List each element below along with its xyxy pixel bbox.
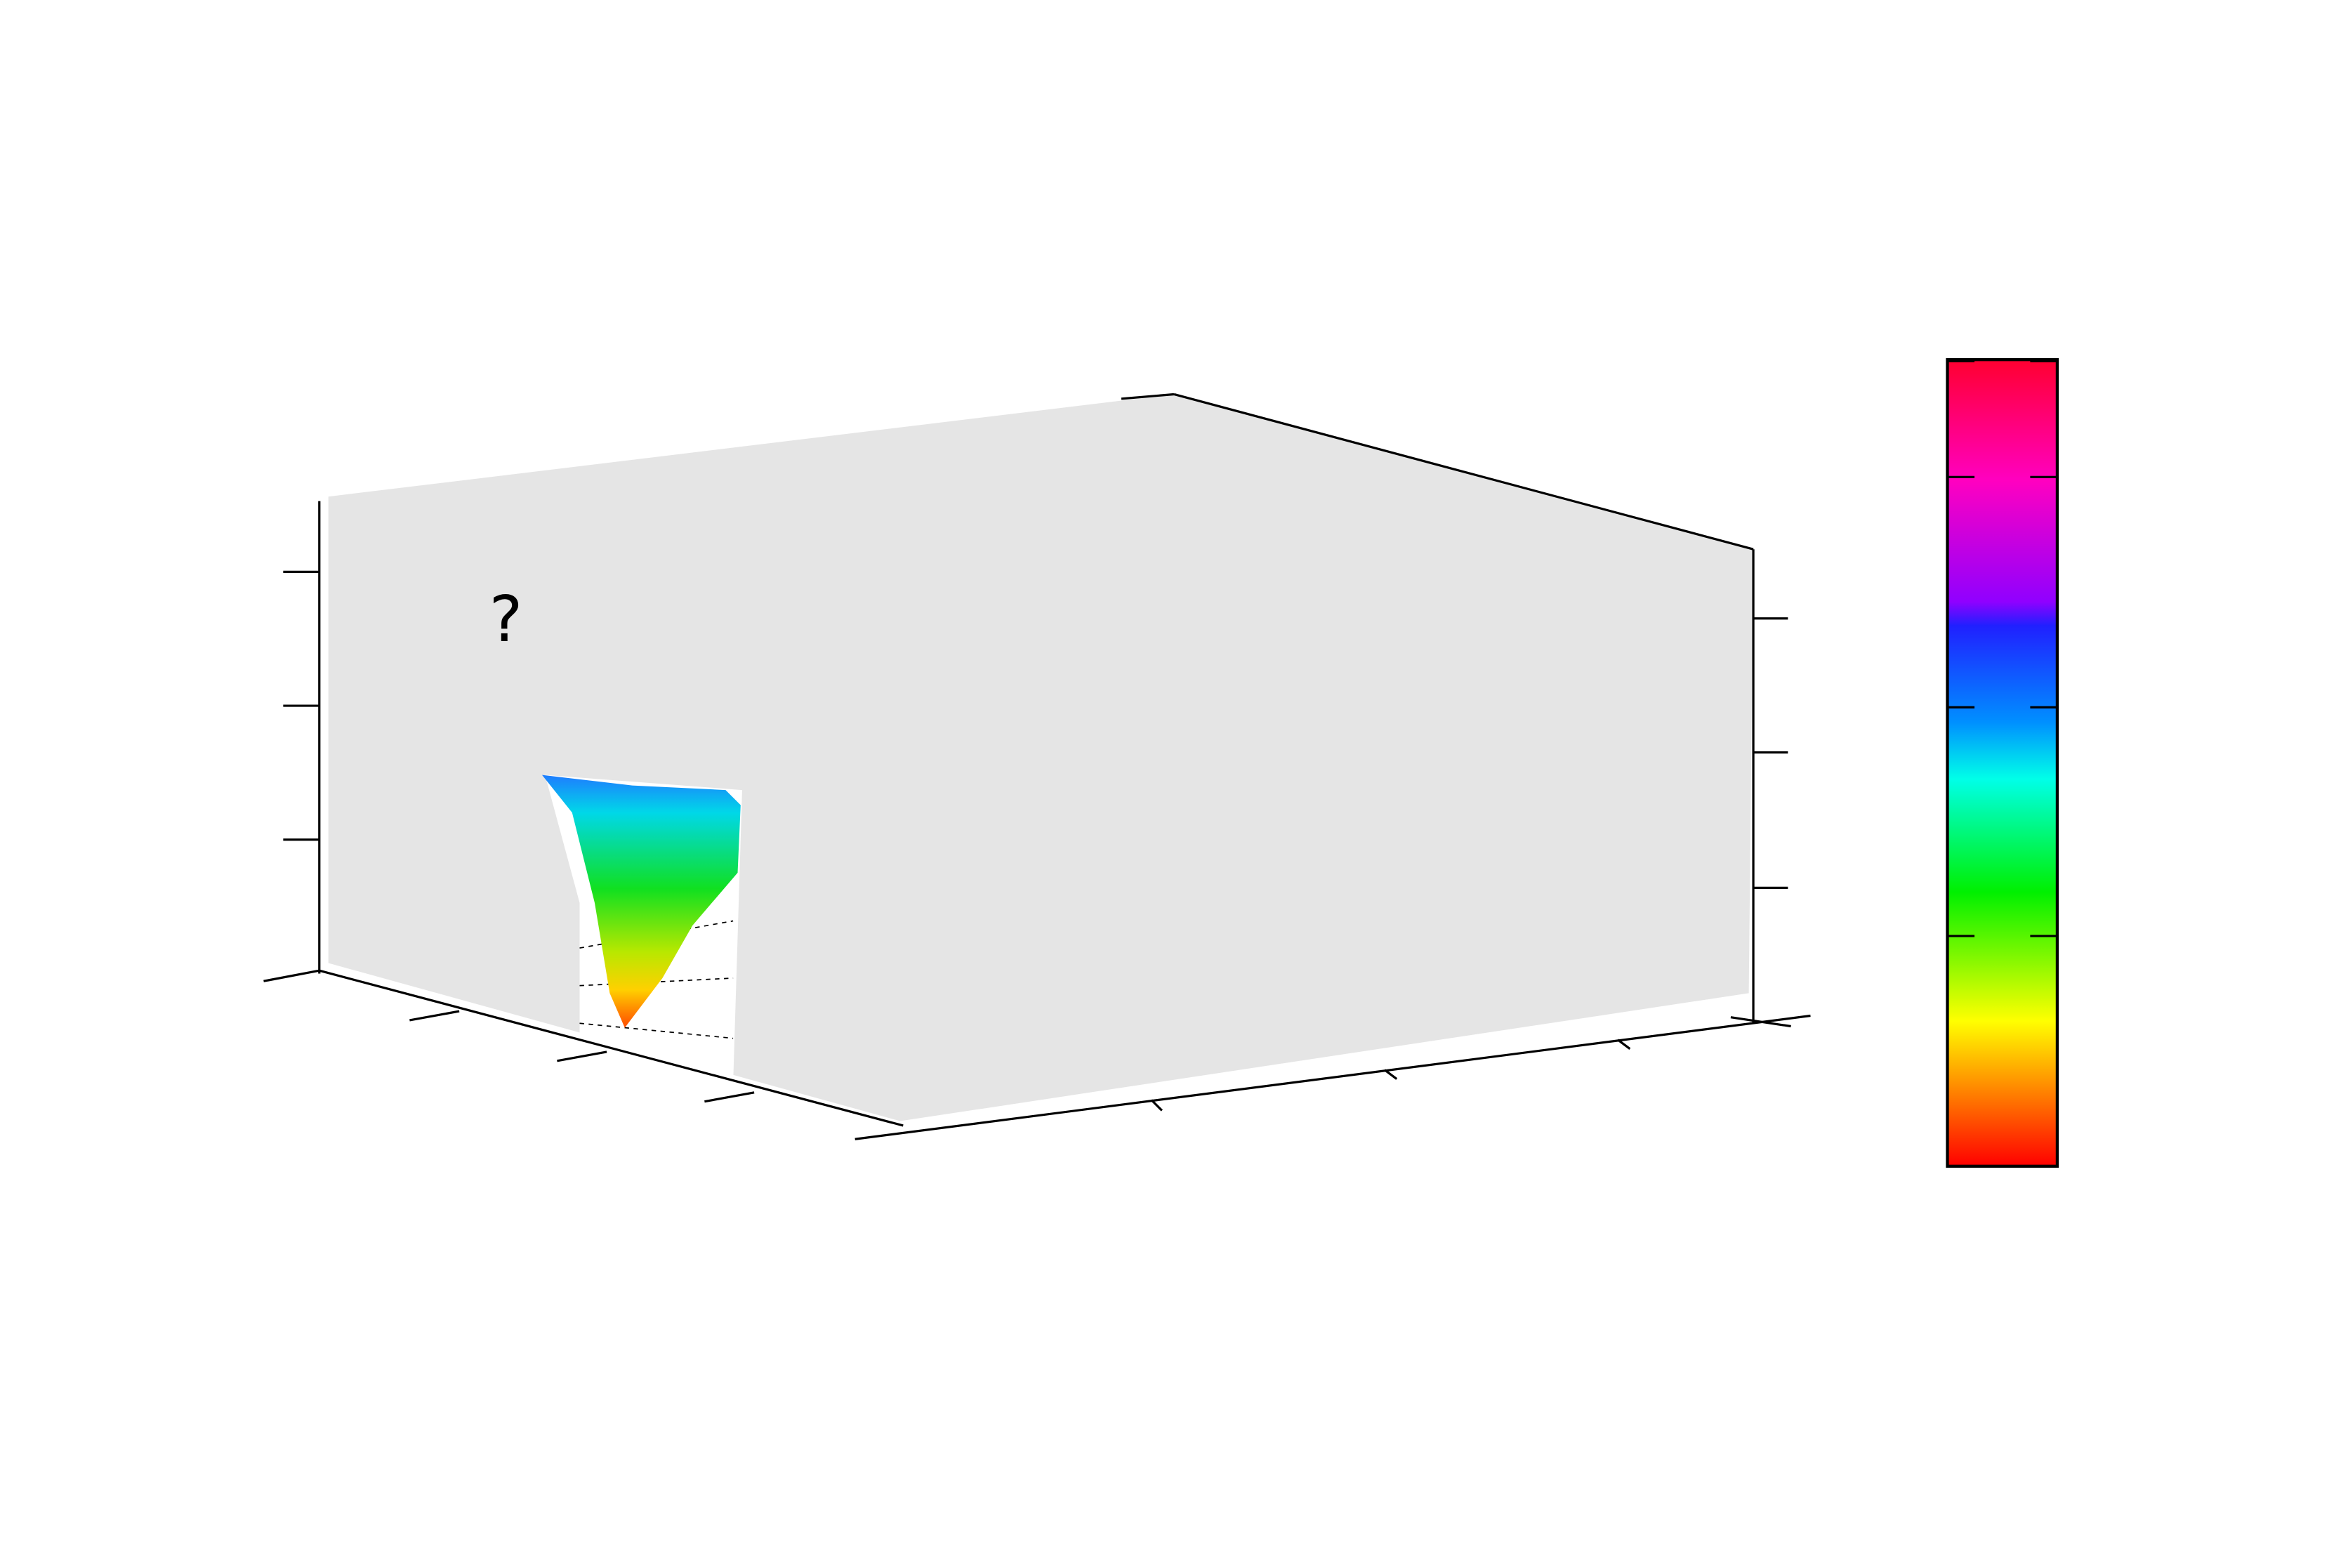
floor-grid xyxy=(579,977,734,987)
colorbar xyxy=(1946,358,2059,1168)
surface xyxy=(541,775,741,1028)
annotation: ? xyxy=(489,583,523,657)
floor-grid xyxy=(579,1022,734,1039)
tick xyxy=(263,969,320,982)
floor-grid xyxy=(579,920,734,949)
y-axis xyxy=(855,1014,1811,1140)
box-edge xyxy=(1121,393,1175,400)
tick xyxy=(557,1050,607,1062)
axes xyxy=(263,393,1811,1140)
x-axis xyxy=(319,969,904,1127)
box-overlay xyxy=(328,394,1754,1121)
plot-area xyxy=(328,394,1754,1121)
box-edge xyxy=(1173,393,1754,551)
tick xyxy=(409,1010,460,1022)
tick xyxy=(1384,1069,1398,1080)
colorbar-scale xyxy=(1946,358,2059,1168)
tick xyxy=(1617,1039,1631,1050)
tick xyxy=(704,1091,755,1103)
tick xyxy=(1150,1099,1163,1112)
tick xyxy=(1730,1016,1791,1028)
